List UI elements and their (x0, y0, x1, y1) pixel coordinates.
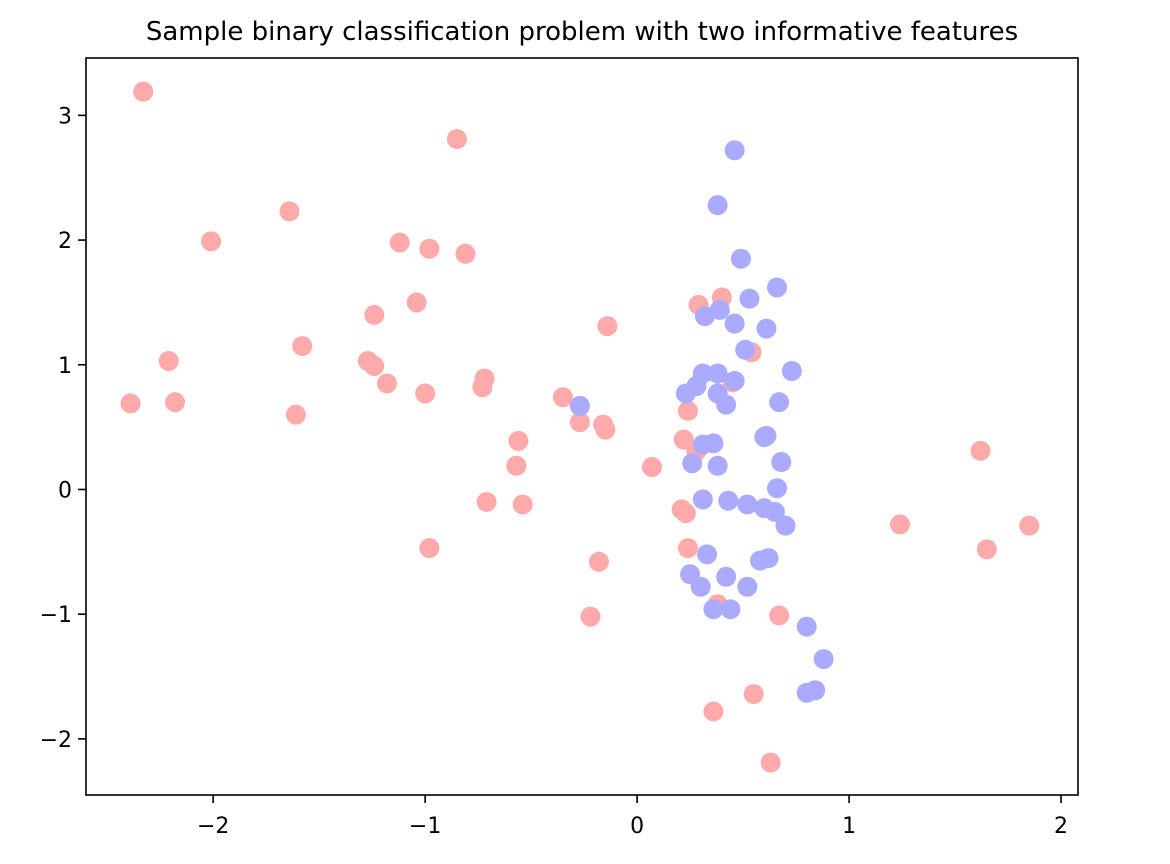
data-point (476, 491, 497, 512)
data-point (588, 551, 609, 572)
data-point (769, 605, 790, 626)
x-tick-label: 0 (630, 814, 644, 839)
data-point (775, 515, 796, 536)
data-point (754, 427, 775, 448)
data-point (415, 383, 436, 404)
y-tick-label: 1 (58, 354, 72, 379)
data-point (767, 478, 788, 499)
y-tick-label: −1 (40, 603, 72, 628)
data-point (760, 752, 781, 773)
data-point (769, 392, 790, 413)
data-point (406, 292, 427, 313)
data-point (506, 455, 527, 476)
data-point (796, 616, 817, 637)
data-point (455, 243, 476, 264)
data-point (720, 599, 741, 620)
data-point (133, 81, 154, 102)
data-point (120, 393, 141, 414)
data-point (737, 494, 758, 515)
data-point (737, 576, 758, 597)
data-point (389, 232, 410, 253)
data-point (292, 336, 313, 357)
data-point (472, 377, 493, 398)
data-point (682, 453, 703, 474)
data-point (739, 288, 760, 309)
x-tick-label: −1 (409, 814, 441, 839)
data-point (724, 140, 745, 161)
series-1 (569, 140, 834, 703)
data-point (552, 387, 573, 408)
data-point (716, 394, 737, 415)
data-point (419, 538, 440, 559)
data-point (569, 412, 590, 433)
data-point (1019, 515, 1040, 536)
data-point (758, 548, 779, 569)
data-point (201, 231, 222, 252)
data-point (889, 514, 910, 535)
data-point (692, 489, 713, 510)
data-point (767, 277, 788, 298)
y-tick-label: 2 (58, 229, 72, 254)
data-point (677, 400, 698, 421)
plot-frame (85, 57, 1079, 796)
data-point (697, 544, 718, 565)
data-point (512, 494, 533, 515)
data-point (508, 430, 529, 451)
data-point (707, 363, 728, 384)
data-point (703, 599, 724, 620)
data-point (165, 392, 186, 413)
data-point (756, 318, 777, 339)
data-point (279, 201, 300, 222)
data-point (764, 501, 785, 522)
x-axis: −2 −1 0 1 2 (197, 795, 1068, 839)
data-point (675, 503, 696, 524)
data-point (686, 375, 707, 396)
data-point (677, 538, 698, 559)
y-axis: −2 −1 0 1 2 3 (40, 104, 86, 753)
data-point (771, 452, 792, 473)
data-point (641, 457, 662, 478)
series-0 (120, 81, 1040, 773)
data-point (724, 313, 745, 334)
data-point (285, 404, 306, 425)
data-point (595, 419, 616, 440)
data-point (419, 238, 440, 259)
data-point (796, 682, 817, 703)
data-point (718, 490, 739, 511)
data-point (446, 129, 467, 150)
x-tick-label: 2 (1054, 814, 1068, 839)
data-point (569, 395, 590, 416)
x-tick-label: 1 (842, 814, 856, 839)
data-point (158, 351, 179, 372)
data-point (735, 339, 756, 360)
data-point (376, 373, 397, 394)
points-layer (120, 81, 1040, 773)
data-point (813, 649, 834, 670)
data-point (724, 370, 745, 391)
data-point (707, 455, 728, 476)
y-tick-label: 3 (58, 104, 72, 129)
data-point (690, 576, 711, 597)
data-point (709, 299, 730, 320)
data-point (781, 361, 802, 382)
data-point (970, 440, 991, 461)
data-point (743, 683, 764, 704)
data-point (716, 566, 737, 587)
data-point (703, 701, 724, 722)
data-point (692, 434, 713, 455)
y-tick-label: −2 (40, 728, 72, 753)
data-point (707, 195, 728, 216)
data-point (580, 606, 601, 627)
data-point (364, 356, 385, 377)
data-point (364, 304, 385, 325)
data-point (976, 539, 997, 560)
data-point (597, 316, 618, 337)
data-point (730, 248, 751, 269)
chart-title: Sample binary classification problem wit… (146, 17, 1018, 47)
x-tick-label: −2 (197, 814, 229, 839)
y-tick-label: 0 (58, 478, 72, 503)
